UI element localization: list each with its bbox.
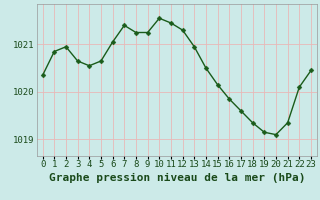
X-axis label: Graphe pression niveau de la mer (hPa): Graphe pression niveau de la mer (hPa)	[49, 173, 305, 183]
